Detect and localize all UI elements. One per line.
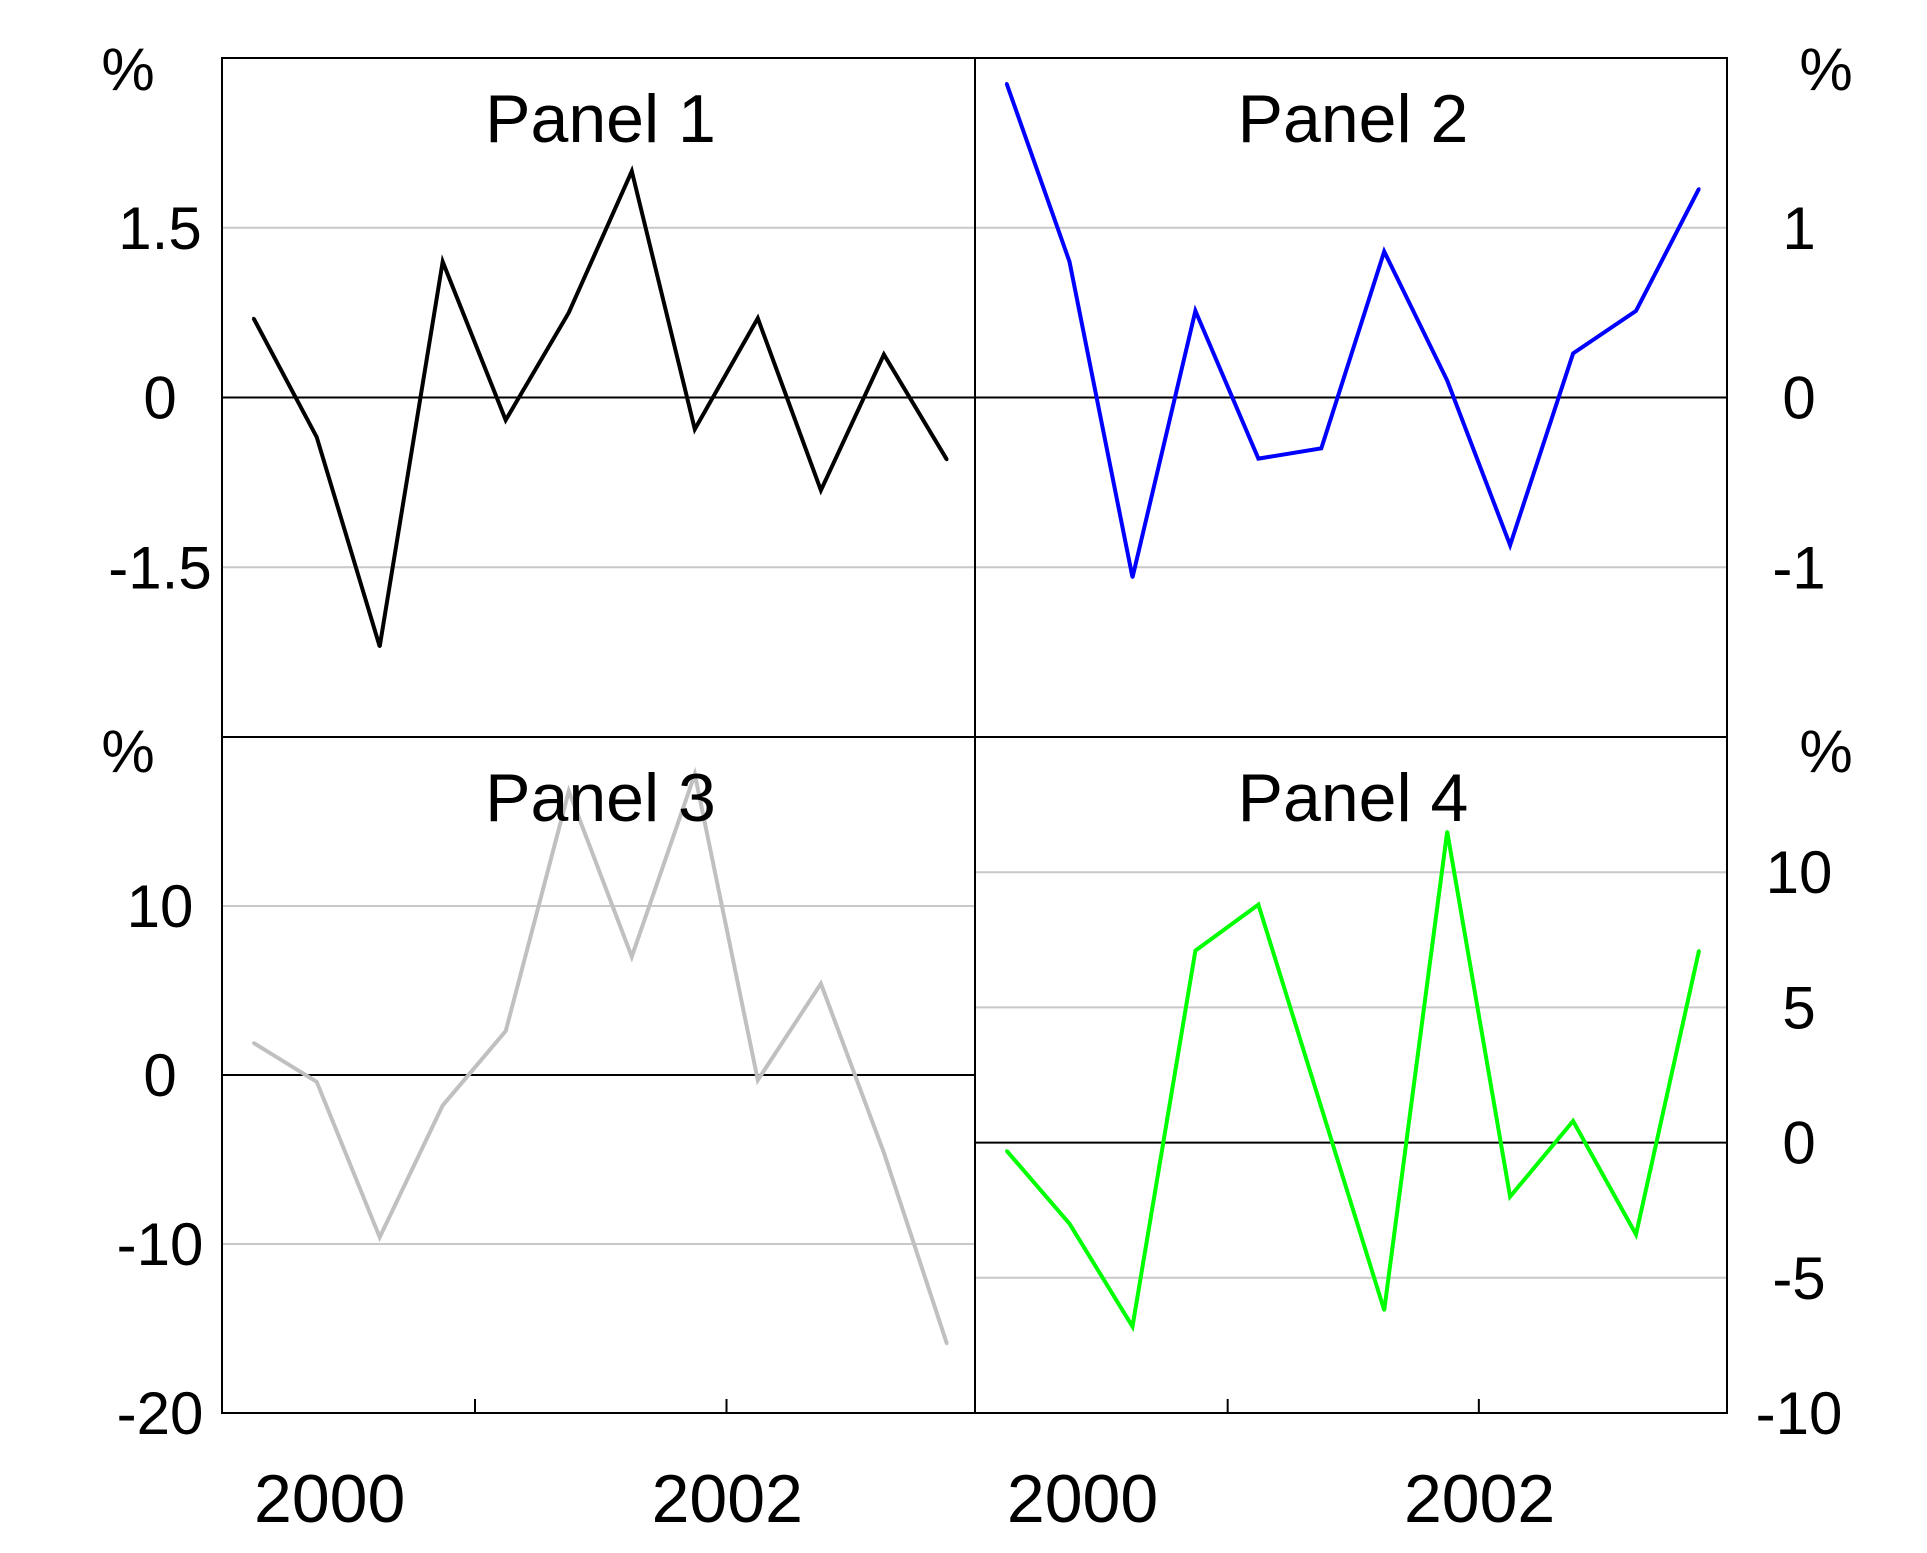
- data-point: [1131, 1325, 1134, 1328]
- data-point: [1382, 1308, 1386, 1312]
- data-point: [693, 427, 697, 431]
- unit-label: %: [1799, 36, 1852, 103]
- data-point: [252, 316, 256, 320]
- panel-title: Panel 2: [1238, 81, 1469, 157]
- data-point: [1068, 1222, 1071, 1226]
- unit-label: %: [101, 36, 154, 103]
- data-point: [1697, 187, 1701, 191]
- y-tick-label: 0: [1782, 1110, 1815, 1177]
- unit-label: %: [101, 718, 154, 785]
- data-point: [1445, 830, 1449, 834]
- data-point: [504, 1029, 508, 1033]
- data-point: [1193, 309, 1197, 313]
- y-tick-label: 0: [143, 365, 176, 432]
- data-point: [1634, 309, 1638, 313]
- data-point: [1634, 1233, 1638, 1236]
- data-point: [378, 1235, 382, 1239]
- series-line: [251, 165, 949, 648]
- data-point: [252, 1041, 256, 1045]
- y-tick-label: -1: [1772, 534, 1825, 601]
- data-point: [756, 1078, 760, 1082]
- data-point: [1005, 82, 1009, 85]
- y-tick-label: -10: [117, 1211, 204, 1278]
- panel-title: Panel 1: [485, 81, 716, 157]
- data-point: [1508, 1195, 1512, 1199]
- x-year-label: 2002: [652, 1461, 803, 1537]
- data-point: [819, 488, 823, 492]
- data-point: [630, 955, 634, 959]
- data-point: [441, 260, 445, 264]
- unit-label: %: [1799, 718, 1852, 785]
- data-point: [1068, 260, 1071, 264]
- data-point: [1319, 446, 1323, 450]
- panel-frames: [221, 57, 1728, 1414]
- data-point: [1508, 543, 1512, 547]
- data-point: [1131, 575, 1134, 579]
- data-point: [567, 311, 571, 315]
- data-point: [693, 772, 697, 776]
- data-point: [630, 169, 634, 173]
- y-tick-label: -20: [117, 1380, 204, 1447]
- data-point: [567, 789, 571, 793]
- panel-title: Panel 4: [1238, 760, 1469, 836]
- data-point: [945, 458, 949, 462]
- y-tick-label: 1.5: [118, 195, 201, 262]
- y-tick-label: 10: [1766, 839, 1833, 906]
- y-tick-label: -10: [1756, 1380, 1843, 1447]
- series-lines: [251, 82, 1701, 1346]
- data-point: [315, 435, 319, 439]
- y-tick-label: 0: [143, 1042, 176, 1109]
- data-point: [1445, 379, 1449, 382]
- data-point: [1256, 457, 1260, 461]
- x-year-label: 2000: [254, 1461, 405, 1537]
- data-point: [819, 982, 823, 986]
- data-point: [882, 353, 886, 356]
- series-line: [1004, 82, 1701, 578]
- data-point: [945, 1342, 949, 1346]
- data-point: [441, 1103, 445, 1107]
- data-point: [1382, 250, 1386, 253]
- y-tick-label: 1: [1782, 195, 1815, 262]
- data-point: [1571, 351, 1575, 355]
- data-point: [1319, 1105, 1323, 1109]
- data-point: [1005, 1149, 1009, 1153]
- y-tick-label: 5: [1782, 974, 1815, 1041]
- axis-labels: 1.50-1.5%Panel 110-1%Panel 2100-10-20%Pa…: [101, 36, 1852, 1537]
- data-point: [882, 1151, 886, 1155]
- data-point: [378, 645, 382, 648]
- zero-lines: [222, 396, 1727, 1144]
- data-point: [1256, 903, 1260, 907]
- data-point: [1571, 1119, 1575, 1123]
- data-point: [504, 418, 508, 422]
- data-point: [315, 1080, 319, 1084]
- data-point: [1697, 949, 1701, 953]
- data-point: [756, 316, 760, 320]
- y-tick-label: 10: [127, 873, 194, 940]
- y-tick-label: -5: [1772, 1245, 1825, 1312]
- x-year-label: 2002: [1404, 1461, 1555, 1537]
- series-line: [252, 766, 949, 1345]
- y-tick-label: -1.5: [108, 534, 211, 601]
- series-line: [1005, 831, 1701, 1333]
- y-tick-label: 0: [1782, 365, 1815, 432]
- x-year-label: 2000: [1007, 1461, 1158, 1537]
- data-point: [1193, 949, 1197, 953]
- gridlines: [222, 226, 1727, 1279]
- panel-title: Panel 3: [485, 760, 716, 836]
